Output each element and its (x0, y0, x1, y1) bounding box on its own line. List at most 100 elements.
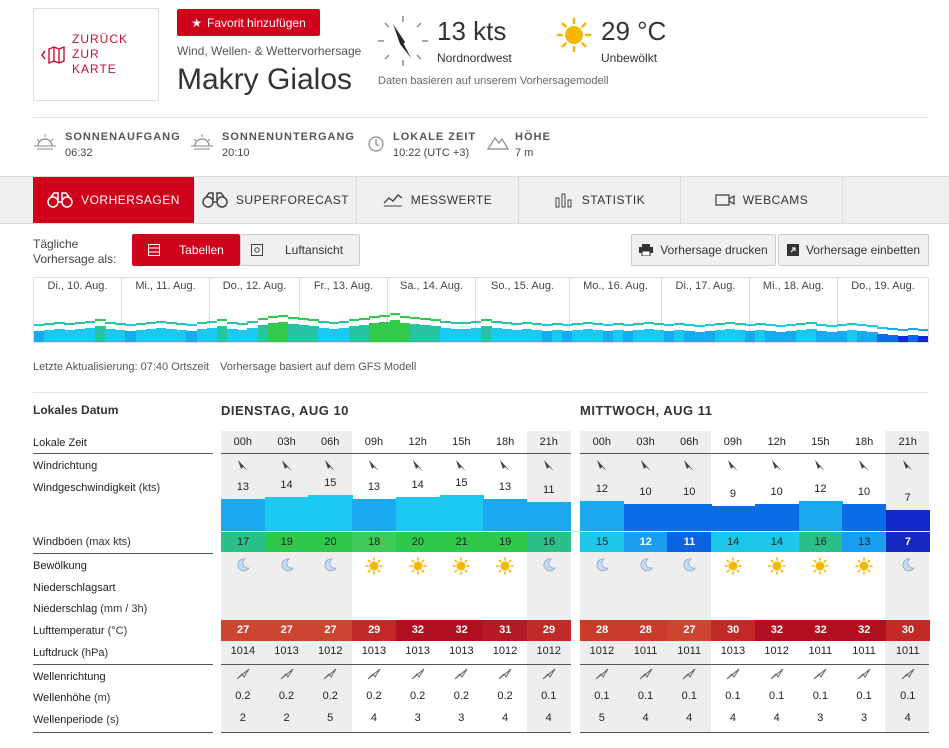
overview-gust-mark (409, 317, 421, 319)
day-header: MITTWOCH, AUG 11 (580, 403, 713, 418)
overview-gust-mark (694, 325, 705, 328)
hour-label: 09h (364, 436, 384, 448)
overview-gust-mark (430, 319, 441, 322)
wind-speed-value: 15 (455, 476, 468, 489)
overview-day[interactable]: So., 15. Aug. (476, 278, 570, 342)
wave-period-value: 5 (598, 712, 605, 724)
embed-label: Vorhersage einbetten (805, 243, 921, 257)
row-label-clouds: Bewölkung (33, 560, 87, 572)
tab-webcams[interactable]: WEBCAMS (681, 177, 843, 223)
temperature-value: 31 (483, 620, 528, 641)
wind-direction-icon (667, 459, 711, 476)
tab-superforecast[interactable]: SUPERFORECAST (195, 177, 357, 223)
moon-icon (265, 557, 309, 576)
overview-gust-mark (237, 323, 248, 325)
overview-day[interactable]: Mi., 11. Aug. (122, 278, 210, 342)
tab-measurements[interactable]: MESSWERTE (357, 177, 519, 223)
overview-gust-mark (684, 324, 695, 327)
print-forecast-button[interactable]: Vorhersage drucken (631, 234, 776, 266)
wave-period-value: 4 (686, 712, 693, 724)
pressure-value: 1012 (492, 645, 518, 657)
overview-bar (694, 332, 705, 342)
forecast-overview-strip[interactable]: Di., 10. Aug. Mi., 11. Aug. Do., 12. Aug… (33, 277, 929, 343)
overview-gust-mark (348, 319, 360, 322)
gust-value: 19 (264, 532, 309, 552)
overview-bar (216, 326, 228, 342)
local-time-value: 10:22 (UTC +3) (393, 147, 470, 159)
overview-bar (298, 325, 309, 342)
overview-bar (511, 330, 523, 342)
wave-height-value: 0.2 (497, 690, 513, 702)
sunset-icon (191, 134, 213, 150)
embed-forecast-button[interactable]: Vorhersage einbetten (778, 234, 929, 266)
wave-direction-icon (886, 668, 930, 683)
star-icon: ★ (191, 15, 203, 30)
pressure-value: 1013 (361, 645, 387, 657)
wave-direction-icon (711, 668, 755, 683)
overview-bar (491, 327, 502, 342)
overview-day[interactable]: Sa., 14. Aug. (388, 278, 476, 342)
overview-bar (887, 334, 898, 342)
overview-gust-mark (227, 321, 238, 324)
overview-day[interactable]: Di., 17. Aug. (662, 278, 750, 342)
tab-statistics[interactable]: STATISTIK (519, 177, 681, 223)
overview-day[interactable]: Do., 19. Aug. (838, 278, 928, 342)
row-label-precip-type: Niederschlagsart (33, 582, 116, 594)
sunset-title: SONNENUNTERGANG (222, 131, 355, 143)
overview-bar (795, 330, 807, 342)
night-shade (527, 431, 571, 732)
overview-gust-mark (846, 323, 858, 325)
overview-day[interactable]: Di., 10. Aug. (34, 278, 122, 342)
overview-gust-mark (328, 321, 340, 324)
overview-bar (54, 328, 65, 342)
row-label-wind-speed: Windgeschwindigkeit (kts) (33, 482, 160, 494)
tables-view-button[interactable]: Tabellen (132, 234, 240, 266)
overview-day[interactable]: Fr., 13. Aug. (300, 278, 388, 342)
aerial-view-button[interactable]: Luftansicht (240, 234, 360, 266)
overview-gust-mark (491, 320, 502, 323)
wind-speed-bar (264, 496, 309, 531)
overview-day[interactable]: Do., 12. Aug. (210, 278, 300, 342)
binoculars-icon (202, 192, 228, 208)
overview-bar (44, 330, 55, 342)
aerial-icon (251, 244, 263, 256)
overview-bar (196, 328, 208, 342)
sun-icon (711, 557, 755, 578)
overview-day-label: So., 15. Aug. (491, 280, 554, 292)
overview-bar (379, 321, 390, 342)
overview-bar (633, 330, 644, 342)
night-shade (885, 431, 929, 732)
sunrise-info: SONNENAUFGANG 06:32 (33, 131, 181, 159)
precip-label: Niederschlag (33, 603, 98, 615)
add-favorite-button[interactable]: ★ Favorit hinzufügen (177, 9, 320, 36)
gust-value: 20 (395, 532, 440, 552)
overview-day[interactable]: Mo., 16. Aug. (570, 278, 662, 342)
overview-gust-mark (460, 321, 472, 324)
hour-label: 00h (233, 436, 253, 448)
overview-gust-mark (359, 318, 370, 321)
overview-gust-mark (54, 321, 65, 324)
wind-direction-icon (265, 459, 309, 476)
back-to-map-button[interactable]: ZURÜCK ZUR KARTE (33, 8, 159, 101)
overview-bar (897, 336, 909, 342)
pressure-value: 1013 (720, 645, 746, 657)
gust-value: 14 (754, 532, 799, 552)
wave-direction-icon (308, 668, 352, 683)
overview-bar (704, 331, 716, 342)
overview-bar (287, 324, 299, 342)
overview-gust-mark (531, 323, 543, 325)
overview-day-label: Do., 19. Aug. (851, 280, 915, 292)
sun-icon (556, 17, 592, 58)
tab-forecasts[interactable]: VORHERSAGEN (33, 177, 195, 223)
wind-speed-value: 14 (280, 478, 293, 491)
gust-value: 21 (439, 532, 484, 552)
table-icon (148, 244, 161, 256)
wind-direction-icon (886, 459, 930, 476)
overview-bar (917, 336, 929, 342)
hour-label: 21h (539, 436, 558, 448)
overview-gust-mark (653, 323, 665, 325)
gust-value: 17 (221, 532, 266, 552)
overview-gust-mark (785, 324, 797, 327)
overview-day[interactable]: Mi., 18. Aug. (750, 278, 838, 342)
overview-gust-mark (836, 324, 848, 327)
